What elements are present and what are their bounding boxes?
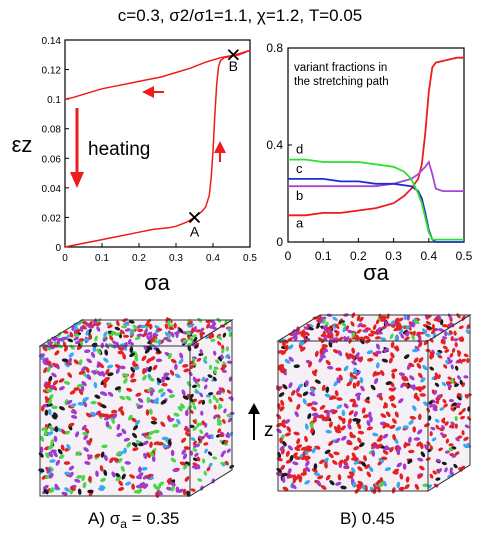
strain-x-tick-label: 0 — [62, 253, 68, 264]
variant-series-label-d: d — [296, 142, 303, 157]
caption-a: A) σa = 0.35 — [88, 509, 179, 531]
snapshot-cube-a — [38, 317, 235, 499]
variant-y-tick-label: 0.8 — [266, 41, 283, 55]
page-title: c=0.3, σ2/σ1=1.1, χ=1.2, T=0.05 — [117, 6, 363, 25]
heating-label: heating — [88, 139, 150, 160]
variant-x-axis-label: σa — [363, 260, 390, 285]
variant-x-tick-label: 0.3 — [385, 249, 402, 263]
marker-label-a: A — [190, 223, 200, 239]
z-axis-label: z — [264, 420, 274, 441]
variant-x-tick-label: 0 — [285, 249, 292, 263]
cube-edge-side — [427, 314, 471, 492]
marker-a — [188, 211, 201, 224]
strain-plot-frame — [64, 39, 251, 248]
strain-y-tick-label: 0 — [55, 243, 61, 254]
variant-y-tick-label: 0 — [276, 235, 283, 249]
variant-series-b — [288, 159, 464, 193]
variant-x-tick-label: 0.4 — [420, 249, 437, 263]
strain-y-tick-label: 0.08 — [42, 125, 62, 136]
strain-x-tick-label: 0.3 — [169, 253, 183, 264]
variant-series-c — [288, 177, 464, 243]
variant-annotation-line-1: variant fractions in — [294, 62, 387, 74]
strain-x-axis-label: σa — [144, 270, 171, 295]
strain-y-tick-label: 0.02 — [42, 213, 62, 224]
caption-b: B) 0.45 — [340, 509, 395, 528]
strain-x-tick-label: 0.2 — [132, 253, 146, 264]
variant-series-label-b: b — [296, 188, 303, 203]
strain-y-tick-label: 0.1 — [47, 95, 61, 106]
strain-x-tick-label: 0.5 — [243, 253, 257, 264]
cube-edge-side — [189, 319, 233, 497]
variant-series-label-a: a — [296, 215, 304, 230]
strain-y-tick-label: 0.06 — [42, 154, 62, 165]
z-axis-indicator: z — [248, 403, 274, 441]
heating-arrow-head — [70, 172, 84, 188]
variant-x-tick-label: 0.1 — [315, 249, 332, 263]
z-axis-arrow-head — [248, 403, 260, 414]
variant-series-label-c: c — [296, 161, 303, 176]
strain-x-tick-label: 0.1 — [95, 253, 109, 264]
strain-series-1 — [64, 49, 251, 248]
strain-series-2 — [64, 49, 251, 100]
marker-label-b: B — [229, 58, 238, 74]
snapshot-cube-b — [275, 312, 472, 495]
marker-b — [227, 49, 239, 61]
strain-y-tick-label: 0.04 — [42, 184, 62, 195]
cube-texture — [38, 317, 235, 499]
variant-series-d — [288, 158, 464, 241]
strain-chart: 0 0.1 0.2 0.3 0.4 0.5 0 0.02 0.04 0.06 0.08 0.1 0.12… — [12, 36, 258, 295]
cube-texture — [275, 312, 472, 495]
variant-x-tick-label: 0.5 — [456, 249, 473, 263]
variant-series-a — [288, 56, 464, 217]
variant-annotation-line-2: the stretching path — [294, 76, 389, 88]
variant-x-tick-label: 0.2 — [350, 249, 367, 263]
strain-x-tick-label: 0.4 — [206, 253, 220, 264]
strain-y-tick-label: 0.12 — [42, 66, 62, 77]
variant-y-tick-label: 0.4 — [266, 138, 283, 152]
strain-y-axis-label: εz — [12, 132, 33, 157]
strain-y-tick-label: 0.14 — [42, 36, 62, 47]
